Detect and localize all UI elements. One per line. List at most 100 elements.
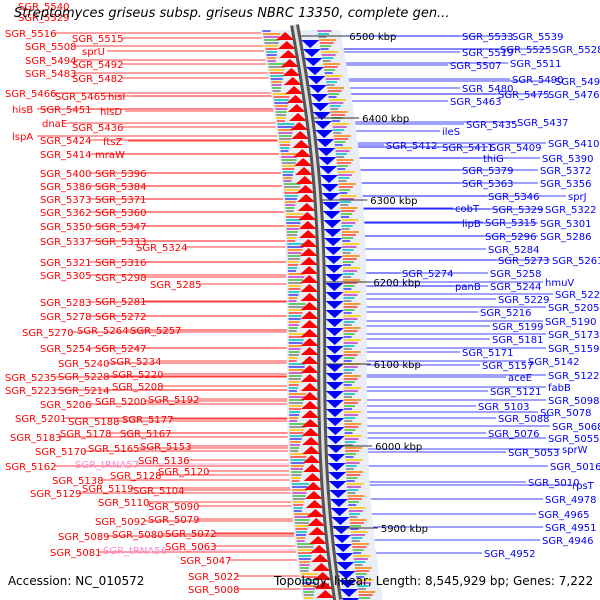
feature-stripe: [265, 45, 279, 47]
feature-stripe: [280, 153, 298, 155]
feature-stripe: [288, 396, 305, 398]
feature-stripe: [342, 261, 354, 263]
gene-label: SGR_5494: [25, 56, 77, 67]
feature-stripe: [342, 249, 354, 251]
gene-label: SGR_5063: [165, 542, 217, 553]
feature-stripe: [341, 231, 359, 233]
feature-stripe: [289, 441, 301, 443]
forward-gene-arrow: [312, 563, 331, 571]
feature-stripe: [334, 141, 346, 143]
feature-stripe: [288, 291, 300, 293]
reverse-gene-arrow: [323, 220, 342, 228]
forward-gene-arrow: [289, 113, 308, 121]
forward-gene-arrow: [314, 581, 333, 589]
feature-stripe: [270, 75, 284, 77]
feature-stripe: [346, 486, 361, 488]
gene-label: SGR_5379: [462, 166, 514, 177]
feature-stripe: [276, 114, 287, 116]
reverse-gene-arrow: [328, 472, 347, 480]
gene-label: SGR_5529: [18, 13, 70, 24]
forward-gene-arrow: [299, 239, 318, 247]
feature-stripe: [297, 546, 314, 548]
gene-label: SGR_5333: [95, 237, 147, 248]
gene-label: SGR_5110: [98, 498, 150, 509]
feature-stripe: [296, 534, 307, 536]
feature-stripe: [340, 207, 358, 209]
feature-stripe: [302, 585, 316, 587]
feature-stripe: [304, 597, 314, 599]
feature-stripe: [284, 189, 300, 191]
feature-stripe: [281, 162, 296, 164]
gene-label: SGR_5205: [548, 303, 600, 314]
feature-stripe: [352, 543, 370, 545]
feature-stripe: [344, 426, 359, 428]
feature-stripe: [343, 393, 355, 395]
feature-stripe: [277, 126, 294, 128]
gene-label: SGR_5216: [480, 308, 532, 319]
gene-label: SGR_5177: [122, 415, 174, 426]
gene-label: SGR_5324: [136, 243, 188, 254]
feature-stripe: [344, 408, 353, 410]
gene-label: SGR_5533: [462, 32, 514, 43]
feature-stripe: [288, 339, 304, 341]
feature-stripe: [348, 507, 366, 509]
feature-stripe: [343, 330, 358, 332]
feature-stripe: [285, 201, 297, 203]
feature-stripe: [350, 525, 362, 527]
reverse-gene-arrow: [310, 94, 329, 102]
gene-label: mraW: [95, 150, 125, 161]
forward-gene-arrow: [300, 356, 319, 364]
feature-stripe: [351, 534, 366, 536]
gene-label: SGR_5119: [82, 484, 134, 495]
gene-label: SGR_5507: [450, 61, 502, 72]
forward-gene-arrow: [308, 527, 327, 535]
forward-gene-arrow: [301, 419, 320, 427]
feature-stripe: [344, 432, 353, 434]
forward-gene-arrow: [279, 50, 298, 58]
feature-stripe: [347, 489, 359, 491]
feature-stripe: [288, 327, 298, 329]
reverse-gene-arrow: [324, 238, 343, 246]
forward-gene-arrow: [304, 482, 323, 490]
feature-stripe: [264, 39, 280, 41]
gene-label: SGR_5181: [492, 335, 544, 346]
feature-stripe: [343, 300, 352, 302]
feature-stripe: [278, 129, 294, 131]
reverse-gene-arrow: [325, 400, 344, 408]
reverse-gene-arrow: [339, 589, 358, 597]
feature-stripe: [288, 330, 297, 332]
gene-label: SGR_5047: [180, 556, 232, 567]
reverse-gene-arrow: [325, 301, 344, 309]
feature-stripe: [293, 510, 302, 512]
feature-stripe: [300, 570, 309, 572]
feature-stripe: [343, 378, 358, 380]
feature-stripe: [320, 48, 329, 50]
reverse-gene-arrow: [322, 202, 341, 210]
reverse-gene-arrow: [325, 328, 344, 336]
feature-stripe: [355, 570, 370, 572]
feature-stripe: [344, 411, 362, 413]
reverse-gene-arrow: [324, 265, 343, 273]
feature-stripe: [294, 513, 312, 515]
feature-stripe: [330, 108, 339, 110]
feature-stripe: [291, 480, 300, 482]
feature-stripe: [351, 540, 360, 542]
gene-label: SGR_5528: [552, 45, 600, 56]
forward-gene-arrow: [295, 167, 314, 175]
feature-stripe: [292, 489, 308, 491]
feature-stripe: [274, 105, 288, 107]
feature-stripe: [334, 138, 349, 140]
feature-stripe: [289, 417, 299, 419]
feature-stripe: [299, 567, 309, 569]
feature-stripe: [338, 180, 347, 182]
feature-stripe: [288, 288, 301, 290]
forward-gene-arrow: [292, 140, 311, 148]
forward-gene-arrow: [300, 329, 319, 337]
feature-stripe: [339, 198, 354, 200]
feature-stripe: [341, 219, 359, 221]
reverse-gene-arrow: [312, 112, 331, 120]
forward-gene-arrow: [309, 536, 328, 544]
feature-stripe: [282, 171, 294, 173]
gene-label: SGR_5476: [548, 90, 600, 101]
